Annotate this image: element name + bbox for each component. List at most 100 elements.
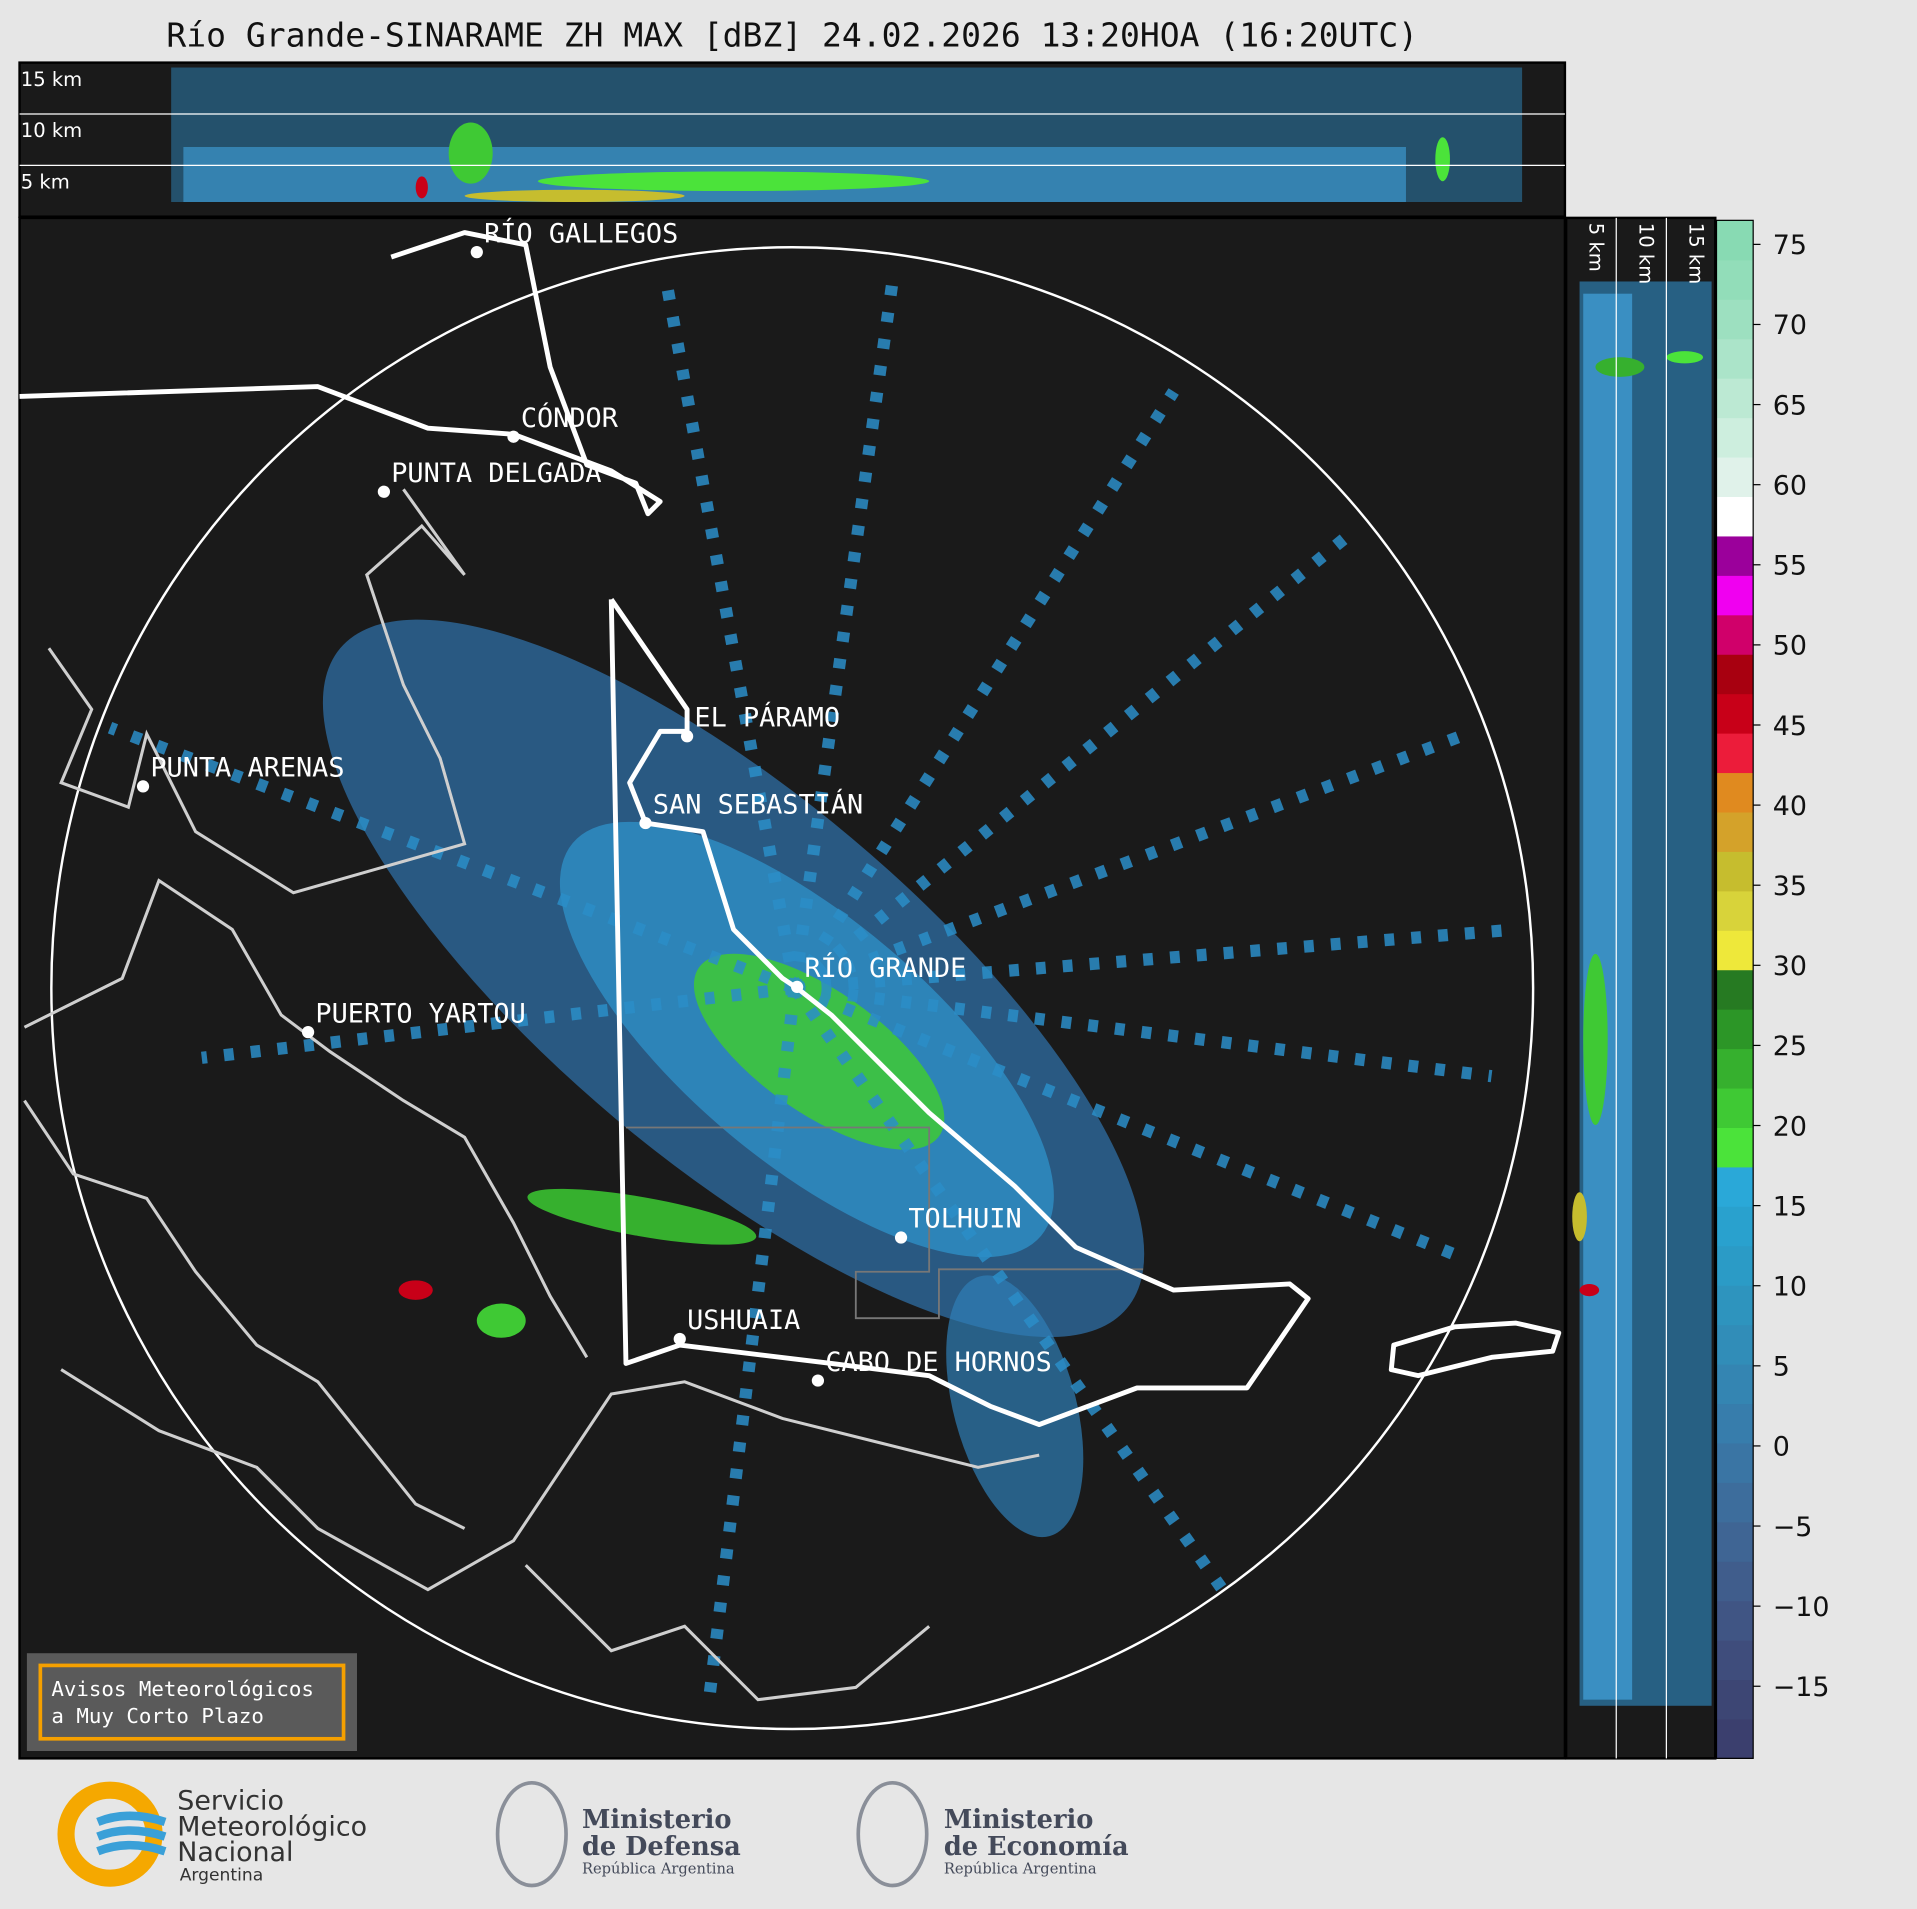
place-label: EL PÁRAMO bbox=[694, 701, 840, 733]
notice-text: a Muy Corto Plazo bbox=[51, 1704, 264, 1728]
place-dot bbox=[136, 780, 150, 793]
place-dot bbox=[791, 980, 804, 994]
color-band bbox=[1716, 772, 1754, 813]
logo-text: Meteorológico bbox=[177, 1811, 367, 1842]
color-band bbox=[1716, 299, 1754, 340]
tick-label: 40 bbox=[1773, 791, 1807, 822]
logo-text: República Argentina bbox=[582, 1860, 735, 1877]
tick-label: −15 bbox=[1773, 1672, 1830, 1703]
color-band bbox=[1716, 456, 1754, 498]
place-dot bbox=[639, 816, 652, 830]
notice-border bbox=[38, 1663, 346, 1741]
color-band bbox=[1716, 378, 1754, 419]
place-label: PUNTA ARENAS bbox=[150, 753, 344, 784]
color-band bbox=[1716, 1521, 1754, 1562]
color-band bbox=[1716, 1048, 1754, 1089]
color-band bbox=[1716, 1363, 1754, 1405]
logo-text: Servicio bbox=[177, 1786, 284, 1817]
notice-text: Avisos Meteorológicos bbox=[51, 1677, 314, 1701]
color-band bbox=[1716, 259, 1754, 300]
tick-label: −5 bbox=[1773, 1512, 1813, 1543]
smn-logo: Servicio Meteorológico Nacional Argentin… bbox=[57, 1781, 367, 1887]
color-band bbox=[1716, 1718, 1754, 1759]
tick-label: 60 bbox=[1773, 470, 1807, 501]
tick-label: 5 bbox=[1773, 1352, 1790, 1383]
boundary bbox=[625, 1126, 1144, 1320]
color-band bbox=[1716, 1009, 1754, 1050]
color-band bbox=[1716, 1206, 1754, 1247]
color-band bbox=[1716, 890, 1754, 931]
economia-logo: Ministerio de Economía República Argenti… bbox=[856, 1780, 1129, 1888]
top-echoes bbox=[171, 67, 1523, 203]
color-band bbox=[1716, 811, 1754, 852]
tick-label: 45 bbox=[1773, 711, 1807, 742]
logo-text: Ministerio bbox=[582, 1805, 732, 1835]
logo-text: Nacional bbox=[177, 1837, 293, 1868]
tick-label: 30 bbox=[1773, 951, 1807, 982]
color-band bbox=[1716, 1442, 1754, 1483]
color-band bbox=[1716, 1285, 1754, 1326]
color-band bbox=[1716, 1600, 1754, 1641]
tick-label: 75 bbox=[1773, 230, 1807, 261]
color-band bbox=[1716, 1245, 1754, 1286]
color-band bbox=[1716, 930, 1754, 971]
tick-label: 55 bbox=[1773, 551, 1807, 582]
logo-text: de Defensa bbox=[582, 1832, 741, 1862]
color-band bbox=[1716, 338, 1754, 379]
tick-label: 50 bbox=[1773, 631, 1807, 662]
place-label: RÍO GALLEGOS bbox=[484, 217, 678, 249]
notice-box bbox=[26, 1653, 357, 1752]
title: Río Grande-SINARAME ZH MAX [dBZ] 24.02.2… bbox=[166, 16, 1418, 55]
coastline bbox=[23, 488, 1040, 1702]
tick-label: 10 bbox=[1773, 1272, 1807, 1303]
color-band bbox=[1716, 417, 1754, 458]
colorbar-frame bbox=[1715, 219, 1754, 1759]
place-label: PUNTA DELGADA bbox=[391, 458, 601, 489]
place-dot bbox=[377, 485, 391, 498]
color-band bbox=[1716, 1679, 1754, 1720]
color-band bbox=[1716, 693, 1754, 734]
height-label: 15 km bbox=[1685, 223, 1708, 284]
range-ring bbox=[50, 246, 1535, 1731]
tick-label: 35 bbox=[1773, 871, 1807, 902]
tick-label: 65 bbox=[1773, 390, 1807, 421]
height-label: 10 km bbox=[21, 119, 82, 142]
color-band bbox=[1716, 733, 1754, 774]
side-echoes bbox=[1572, 281, 1712, 1706]
color-band bbox=[1716, 969, 1754, 1010]
color-band bbox=[1716, 220, 1754, 261]
color-band bbox=[1716, 1482, 1754, 1523]
tick-label: 70 bbox=[1773, 310, 1807, 341]
color-band bbox=[1716, 654, 1754, 695]
tick-label: 25 bbox=[1773, 1031, 1807, 1062]
radar-echoes bbox=[107, 280, 1517, 1701]
logo-text: de Economía bbox=[944, 1832, 1129, 1862]
logo-text: Argentina bbox=[180, 1866, 263, 1886]
place-dot bbox=[673, 1332, 686, 1346]
color-band bbox=[1716, 614, 1754, 655]
color-band bbox=[1716, 1403, 1754, 1444]
place-dot bbox=[301, 1026, 315, 1039]
color-band bbox=[1716, 496, 1754, 537]
color-band bbox=[1716, 851, 1754, 892]
color-band bbox=[1716, 1087, 1754, 1128]
place-dot bbox=[894, 1231, 908, 1244]
height-label: 15 km bbox=[21, 68, 82, 91]
color-band bbox=[1716, 1324, 1754, 1365]
tick-label: −10 bbox=[1773, 1592, 1830, 1623]
logo-text: República Argentina bbox=[944, 1860, 1097, 1877]
place-label: TOLHUIN bbox=[908, 1204, 1021, 1235]
color-band bbox=[1716, 535, 1754, 576]
color-band bbox=[1716, 575, 1754, 616]
place-dot bbox=[470, 246, 483, 259]
tick-label: 0 bbox=[1773, 1432, 1790, 1463]
tick-label: 15 bbox=[1773, 1191, 1807, 1222]
place-label: RÍO GRANDE bbox=[804, 952, 966, 984]
place-label: SAN SEBASTIÁN bbox=[653, 788, 863, 820]
color-band bbox=[1716, 1640, 1754, 1681]
color-band bbox=[1716, 1127, 1754, 1168]
height-label: 10 km bbox=[1634, 223, 1657, 284]
